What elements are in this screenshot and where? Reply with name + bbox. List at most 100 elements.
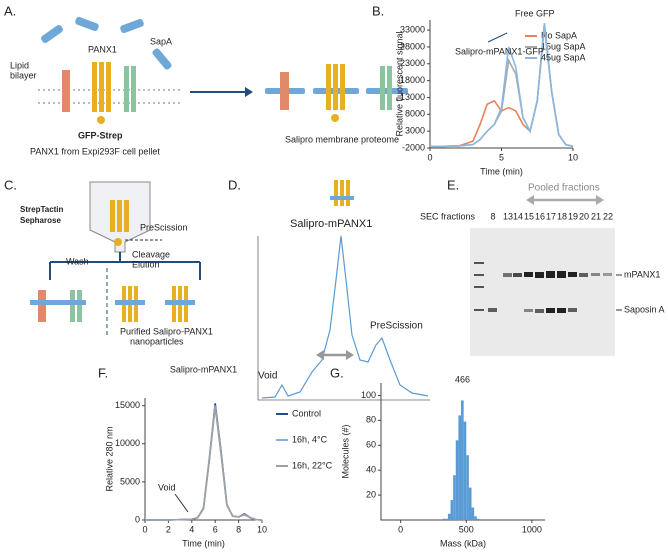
x-tick-label: 0 xyxy=(398,524,403,534)
label: bilayer xyxy=(10,70,37,80)
label: Void xyxy=(258,371,277,382)
y-tick-label: 20 xyxy=(366,489,376,499)
label: Saposin A xyxy=(624,304,665,314)
annotation-line xyxy=(487,32,508,43)
x-tick-label: 10 xyxy=(568,152,578,162)
lane-label: 15 xyxy=(524,211,534,221)
lane-label: 16 xyxy=(535,211,545,221)
panel-c-art xyxy=(30,181,201,335)
bar xyxy=(476,518,480,520)
x-tick-label: 8 xyxy=(236,524,241,534)
label: mPANX1 xyxy=(624,269,660,279)
bar xyxy=(455,440,459,520)
bar xyxy=(463,421,467,520)
panel-label: D. xyxy=(228,177,241,192)
bar xyxy=(442,518,446,520)
y-tick-label: 100 xyxy=(361,390,376,400)
series-line xyxy=(145,407,263,521)
label: Purified Salipro-PANX1 xyxy=(120,326,213,336)
annotation: Free GFP xyxy=(515,8,555,18)
chart-title: Salipro-mPANX1 xyxy=(170,364,237,374)
bar xyxy=(461,400,464,520)
legend-label: 45ug SapA xyxy=(541,52,586,62)
label: PreScission xyxy=(370,321,423,332)
panel-e-art xyxy=(470,195,622,356)
lane-label: 14 xyxy=(513,211,523,221)
lane-label: 22 xyxy=(603,211,613,221)
y-tick-label: 5000 xyxy=(120,476,140,486)
x-axis-label: Mass (kDa) xyxy=(440,538,486,548)
legend-label: 16h, 22°C xyxy=(292,460,333,470)
legend-label: 16h, 4°C xyxy=(292,434,328,444)
bar xyxy=(471,507,475,520)
label: Cleavage xyxy=(132,249,170,259)
y-axis-label: Relative 280 nm xyxy=(104,426,114,491)
bar xyxy=(447,513,451,520)
y-tick-label: 60 xyxy=(366,440,376,450)
label: Salipro membrane proteome xyxy=(285,134,399,144)
y-tick-label: 40 xyxy=(366,465,376,475)
lane-label: 21 xyxy=(591,211,601,221)
x-tick-label: 0 xyxy=(142,524,147,534)
y-axis-label: Molecules (#) xyxy=(340,424,350,478)
series-line xyxy=(430,23,574,148)
panel-label: B. xyxy=(372,3,384,18)
x-tick-label: 1000 xyxy=(522,524,542,534)
label: StrepTactin xyxy=(20,205,64,214)
label: GFP-Strep xyxy=(78,130,123,140)
y-tick-label: 15000 xyxy=(115,400,140,410)
label: Salipro-mPANX1 xyxy=(290,218,372,230)
x-tick-label: 4 xyxy=(189,524,194,534)
y-tick-label: 8000 xyxy=(405,109,425,119)
lane-label: 8 xyxy=(490,211,495,221)
label: PreScission xyxy=(140,222,188,232)
label: Sepharose xyxy=(20,216,61,225)
x-axis-label: Time (min) xyxy=(480,166,523,176)
x-tick-label: 500 xyxy=(459,524,474,534)
x-tick-label: 6 xyxy=(213,524,218,534)
panel-a-art xyxy=(38,16,408,124)
y-tick-label: -2000 xyxy=(402,142,425,152)
legend-label: No SapA xyxy=(541,30,577,40)
label: Wash xyxy=(66,256,89,266)
panel-label: F. xyxy=(98,365,108,380)
axes xyxy=(380,383,545,521)
y-tick-label: 10000 xyxy=(115,438,140,448)
label: PANX1 from Expi293F cell pellet xyxy=(30,146,160,156)
y-axis-label: Relative fluorescent signal xyxy=(394,31,404,136)
y-tick-label: 23000 xyxy=(400,58,425,68)
y-tick-label: 33000 xyxy=(400,24,425,34)
x-tick-label: 10 xyxy=(257,524,267,534)
bar xyxy=(453,475,456,520)
bar xyxy=(458,415,462,520)
bar xyxy=(450,500,454,520)
bar xyxy=(474,516,477,520)
y-tick-label: 13000 xyxy=(400,92,425,102)
label: Elution xyxy=(132,259,160,269)
label: Pooled fractions xyxy=(528,183,600,194)
bar xyxy=(468,487,472,520)
label: SEC fractions xyxy=(420,211,476,221)
lane-label: 20 xyxy=(579,211,589,221)
annotation: 466 xyxy=(455,374,470,384)
panel-label: G. xyxy=(330,365,344,380)
label: PANX1 xyxy=(88,44,117,54)
x-tick-label: 2 xyxy=(166,524,171,534)
lane-label: 19 xyxy=(568,211,578,221)
label: SapA xyxy=(150,36,172,46)
bar xyxy=(445,518,448,520)
bar xyxy=(466,455,469,520)
panel-label: A. xyxy=(4,3,16,18)
label: Lipid xyxy=(10,60,29,70)
label: nanoparticles xyxy=(130,336,184,346)
y-tick-label: 0 xyxy=(135,514,140,524)
x-axis-label: Time (min) xyxy=(182,538,225,548)
y-tick-label: 28000 xyxy=(400,41,425,51)
annotation: Salipro-mPANX1-GFP xyxy=(455,46,544,56)
x-tick-label: 5 xyxy=(499,152,504,162)
lane-label: 13 xyxy=(503,211,513,221)
legend-label: 15ug SapA xyxy=(541,41,586,51)
panel-d-art xyxy=(257,180,430,401)
